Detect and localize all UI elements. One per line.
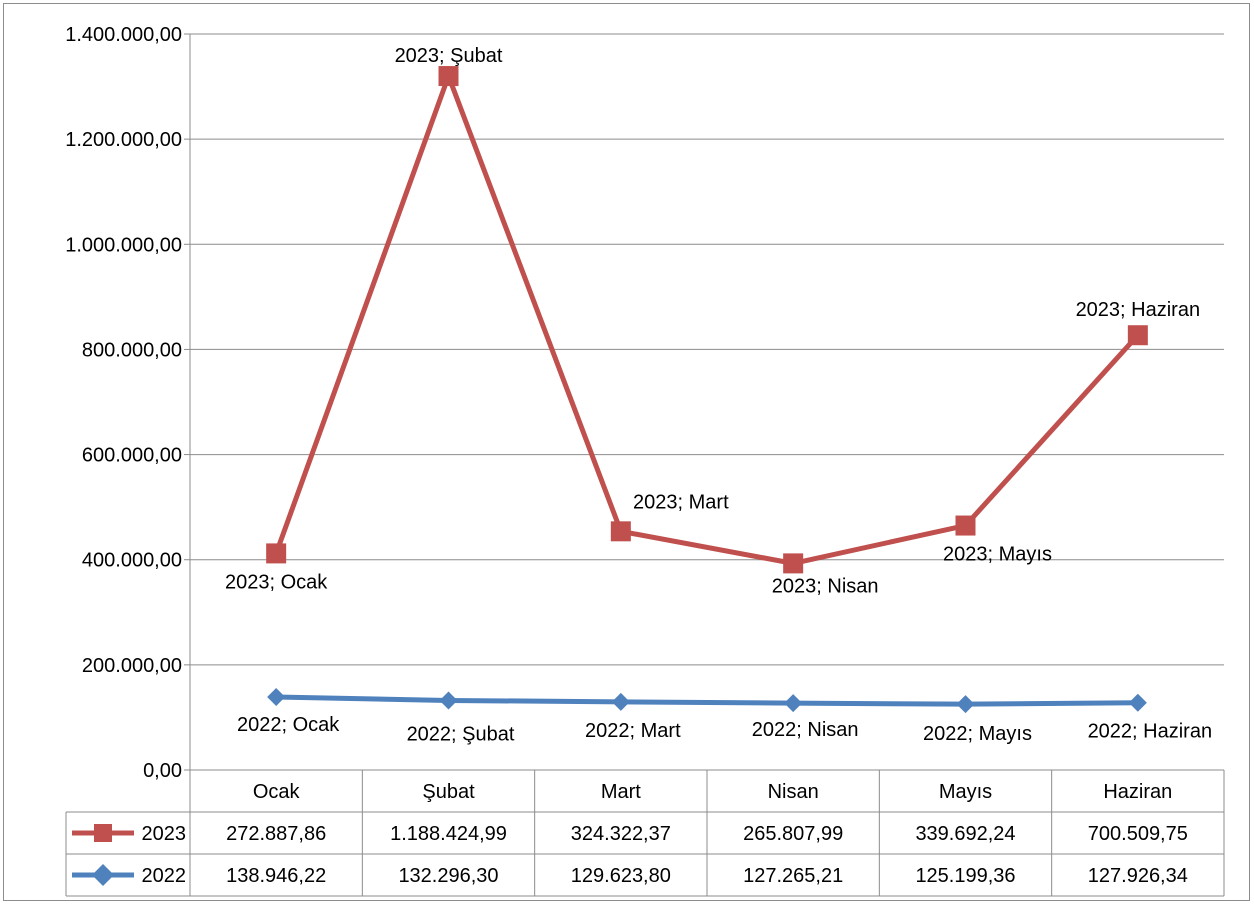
data-label: 2022; Şubat (407, 723, 515, 745)
x-category-label: Nisan (768, 781, 819, 803)
data-point-2023 (1127, 325, 1148, 346)
table-cell-value: 324.322,37 (571, 823, 671, 845)
data-point-2022 (784, 694, 803, 713)
y-tick-label: 0,00 (143, 760, 182, 782)
y-tick-label: 600.000,00 (82, 445, 182, 467)
x-category-label: Mayıs (939, 781, 992, 803)
y-tick-label: 1.200.000,00 (65, 129, 182, 151)
data-label: 2022; Haziran (1088, 721, 1213, 743)
table-cell-value: 127.265,21 (743, 865, 843, 887)
data-point-2022 (439, 691, 458, 710)
x-category-label: Mart (601, 781, 641, 803)
series-line-2023 (273, 73, 1140, 566)
table-cell-value: 700.509,75 (1088, 823, 1188, 845)
legend-key-marker-2023 (94, 824, 112, 842)
table-cell-value: 132.296,30 (398, 865, 498, 887)
data-label: 2022; Nisan (752, 719, 859, 741)
table-cell-value: 125.199,36 (915, 865, 1015, 887)
chart-frame (3, 3, 1250, 901)
x-category-label: Ocak (253, 781, 301, 803)
data-point-2023 (610, 521, 631, 542)
table-cell-value: 265.807,99 (743, 823, 843, 845)
data-label: 2023; Haziran (1076, 299, 1201, 321)
table-cell-value: 127.926,34 (1088, 865, 1188, 887)
legend-label: 2023 (142, 823, 187, 845)
y-tick-label: 1.000.000,00 (65, 234, 182, 256)
data-point-2023 (955, 515, 976, 536)
data-label: 2023; Nisan (772, 575, 879, 597)
data-label: 2022; Mart (585, 720, 681, 742)
table-cell-value: 339.692,24 (915, 823, 1015, 845)
data-point-2022 (611, 692, 630, 711)
data-label: 2023; Mayıs (943, 544, 1052, 566)
data-label: 2023; Mart (633, 491, 729, 513)
x-category-label: Şubat (422, 781, 475, 803)
data-label: 2023; Şubat (395, 45, 503, 67)
x-category-label: Haziran (1103, 781, 1172, 803)
legend-label: 2022 (142, 865, 187, 887)
data-label: 2023; Ocak (225, 571, 328, 593)
data-label: 2022; Mayıs (923, 723, 1032, 745)
legend-key-marker-2022 (92, 864, 114, 886)
y-tick-label: 400.000,00 (82, 550, 182, 572)
y-tick-label: 1.400.000,00 (65, 24, 182, 46)
table-cell-value: 138.946,22 (226, 865, 326, 887)
series-line-2022 (276, 694, 1138, 707)
table-cell-value: 1.188.424,99 (390, 823, 507, 845)
data-point-2022 (1128, 693, 1147, 712)
data-point-2023 (438, 66, 459, 87)
data-point-2022 (956, 695, 975, 714)
table-cell-value: 129.623,80 (571, 865, 671, 887)
data-point-2023 (783, 553, 804, 574)
data-point-2022 (267, 687, 286, 706)
table-cell-value: 272.887,86 (226, 823, 326, 845)
data-point-2023 (266, 543, 287, 564)
y-tick-label: 800.000,00 (82, 339, 182, 361)
y-tick-label: 200.000,00 (82, 655, 182, 677)
data-label: 2022; Ocak (237, 714, 340, 736)
